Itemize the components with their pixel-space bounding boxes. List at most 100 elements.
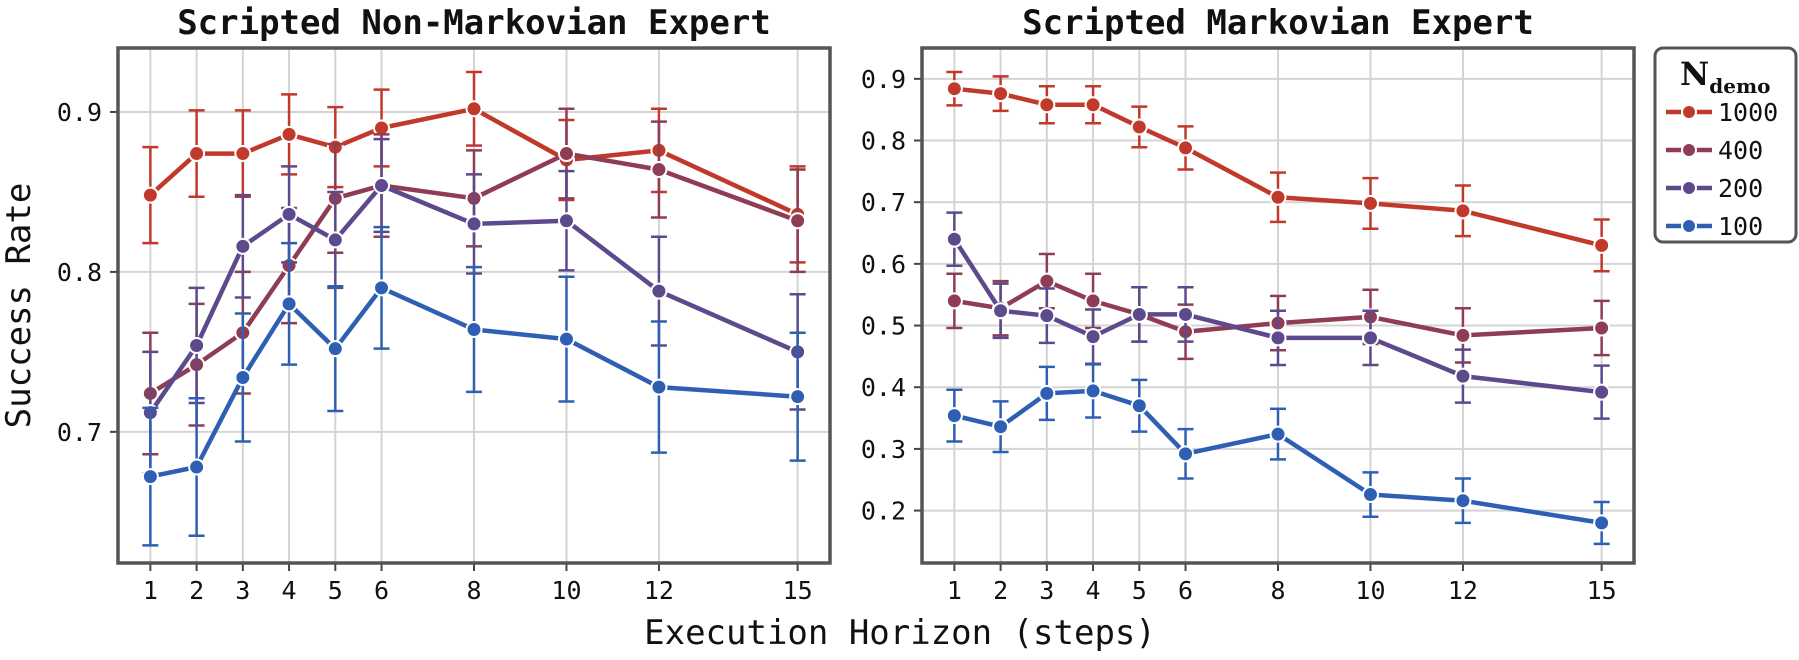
series-line bbox=[148, 151, 800, 396]
x-tick-label: 15 bbox=[1587, 576, 1617, 605]
series-100 bbox=[945, 363, 1611, 546]
legend-item-100: 100 bbox=[1666, 212, 1763, 241]
y-tick-label: 0.4 bbox=[861, 373, 906, 402]
x-tick-label: 1 bbox=[143, 576, 158, 605]
x-tick-label: 4 bbox=[282, 576, 297, 605]
data-point bbox=[945, 230, 963, 248]
data-point bbox=[1084, 382, 1102, 400]
data-point bbox=[945, 407, 963, 425]
x-tick-label: 10 bbox=[551, 576, 581, 605]
data-point bbox=[1084, 292, 1102, 310]
x-tick-label: 3 bbox=[1039, 576, 1054, 605]
data-point bbox=[1269, 188, 1287, 206]
series-200 bbox=[945, 211, 1611, 420]
x-tick-label: 3 bbox=[235, 576, 250, 605]
data-point bbox=[188, 336, 206, 354]
series-line bbox=[952, 388, 1604, 526]
data-point bbox=[1084, 96, 1102, 114]
data-point bbox=[1038, 96, 1056, 114]
legend: Ndemo 1000 400 200 100 bbox=[1653, 46, 1798, 244]
data-point bbox=[326, 231, 344, 249]
data-point bbox=[465, 320, 483, 338]
series-line bbox=[148, 183, 800, 415]
data-point bbox=[1130, 397, 1148, 415]
series-line bbox=[952, 236, 1604, 395]
x-tick-label: 6 bbox=[374, 576, 389, 605]
x-tick-label: 2 bbox=[993, 576, 1008, 605]
legend-swatch-marker bbox=[1681, 218, 1697, 234]
data-point bbox=[557, 212, 575, 230]
x-tick-label: 5 bbox=[328, 576, 343, 605]
data-point bbox=[992, 302, 1010, 320]
data-point bbox=[945, 80, 963, 98]
data-point bbox=[557, 330, 575, 348]
x-tick-label: 2 bbox=[189, 576, 204, 605]
data-point bbox=[992, 85, 1010, 103]
x-tick-label: 10 bbox=[1355, 576, 1385, 605]
y-tick-label: 0.3 bbox=[861, 435, 906, 464]
legend-label: 200 bbox=[1718, 174, 1763, 203]
data-point bbox=[1361, 486, 1379, 504]
series-1000 bbox=[945, 70, 1611, 273]
legend-item-1000: 1000 bbox=[1666, 98, 1778, 127]
legend-item-200: 200 bbox=[1666, 174, 1763, 203]
y-tick-label: 0.7 bbox=[861, 188, 906, 217]
x-axis-label: Execution Horizon (steps) bbox=[644, 613, 1156, 653]
data-point bbox=[1038, 384, 1056, 402]
legend-label: 400 bbox=[1718, 136, 1763, 165]
legend-swatch-marker bbox=[1681, 180, 1697, 196]
data-point bbox=[373, 279, 391, 297]
x-tick-label: 12 bbox=[644, 576, 674, 605]
data-point bbox=[1454, 202, 1472, 220]
legend-title: Ndemo bbox=[1680, 55, 1770, 98]
data-point bbox=[1593, 319, 1611, 337]
x-tick-label: 15 bbox=[783, 576, 813, 605]
data-point bbox=[1454, 492, 1472, 510]
data-point bbox=[1593, 514, 1611, 532]
y-tick-label: 0.9 bbox=[57, 98, 102, 127]
y-tick-label: 0.6 bbox=[861, 250, 906, 279]
data-point bbox=[1454, 367, 1472, 385]
series-100 bbox=[141, 225, 807, 547]
x-tick-label: 4 bbox=[1086, 576, 1101, 605]
data-point bbox=[650, 282, 668, 300]
data-point bbox=[234, 237, 252, 255]
data-point bbox=[1269, 329, 1287, 347]
data-point bbox=[141, 186, 159, 204]
data-point bbox=[1593, 383, 1611, 401]
data-point bbox=[188, 145, 206, 163]
axes-frame bbox=[116, 46, 832, 565]
series-line bbox=[148, 106, 800, 217]
data-point bbox=[1038, 307, 1056, 325]
panel-title: Scripted Markovian Expert bbox=[1022, 3, 1534, 43]
legend-title-sub: demo bbox=[1709, 74, 1770, 98]
data-point bbox=[650, 378, 668, 396]
legend-label: 1000 bbox=[1718, 98, 1778, 127]
data-point bbox=[1361, 329, 1379, 347]
x-tick-label: 5 bbox=[1132, 576, 1147, 605]
data-point bbox=[373, 177, 391, 195]
data-point bbox=[280, 125, 298, 143]
x-tick-label: 1 bbox=[947, 576, 962, 605]
series-line bbox=[952, 278, 1604, 338]
series-line bbox=[952, 86, 1604, 248]
legend-label: 100 bbox=[1718, 212, 1763, 241]
legend-swatch-marker bbox=[1681, 142, 1697, 158]
x-tick-label: 8 bbox=[466, 576, 481, 605]
data-point bbox=[945, 292, 963, 310]
series-line bbox=[148, 285, 800, 479]
data-point bbox=[1177, 305, 1195, 323]
data-point bbox=[280, 295, 298, 313]
data-point bbox=[992, 418, 1010, 436]
y-tick-label: 0.5 bbox=[861, 312, 906, 341]
data-point bbox=[650, 161, 668, 179]
data-point bbox=[1130, 118, 1148, 136]
legend-item-400: 400 bbox=[1666, 136, 1763, 165]
panel-title: Scripted Non-Markovian Expert bbox=[177, 3, 771, 43]
data-point bbox=[1454, 326, 1472, 344]
y-tick-label: 0.9 bbox=[861, 65, 906, 94]
data-point bbox=[1084, 328, 1102, 346]
data-point bbox=[1361, 194, 1379, 212]
data-point bbox=[1269, 425, 1287, 443]
